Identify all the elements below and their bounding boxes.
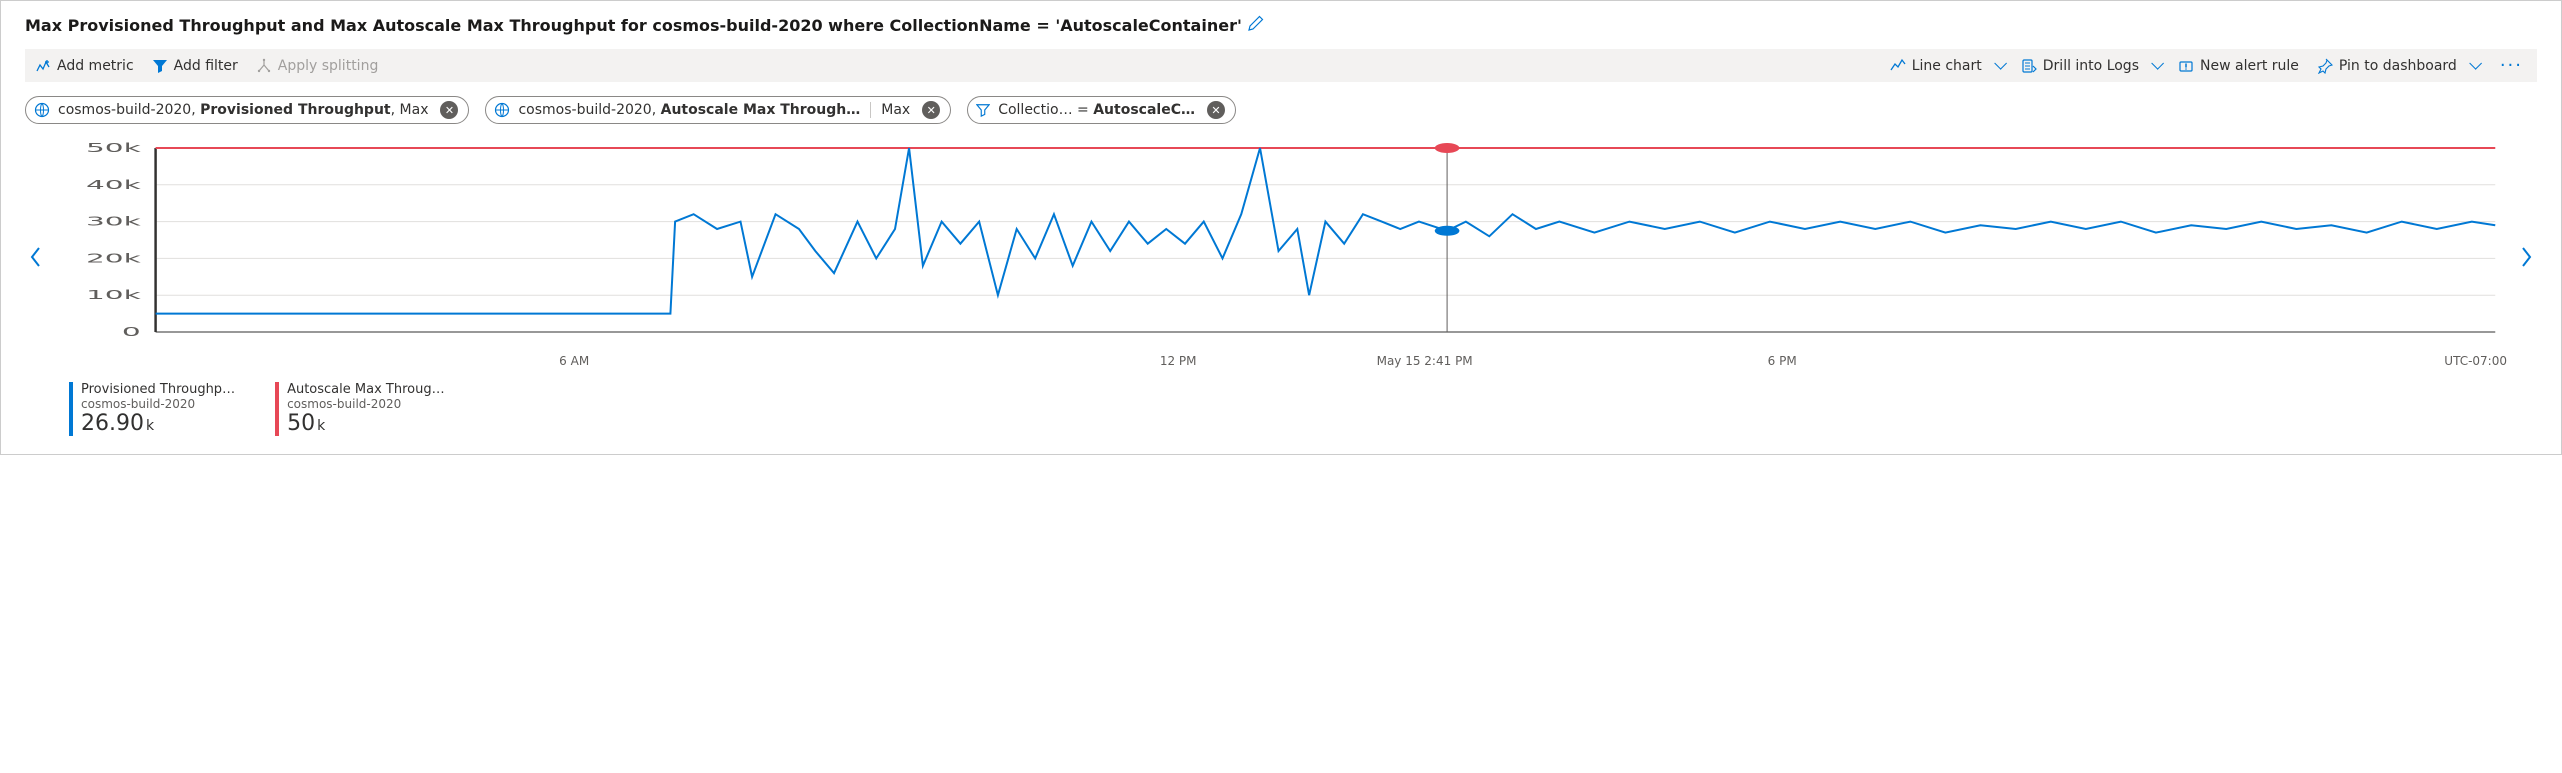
edit-title-icon[interactable] — [1248, 15, 1264, 35]
legend-row: Provisioned Throughp… cosmos-build-2020 … — [25, 382, 2537, 436]
split-icon — [256, 58, 272, 74]
metric-pill-1[interactable]: cosmos-build-2020, Provisioned Throughpu… — [25, 96, 469, 124]
filter-op: = — [1077, 102, 1089, 118]
pill2-resource: cosmos-build-2020 — [518, 102, 651, 118]
legend2-sub: cosmos-build-2020 — [287, 397, 445, 411]
pin-dashboard-button[interactable]: Pin to dashboard — [2317, 58, 2478, 74]
legend1-unit: k — [146, 418, 154, 434]
pill2-remove-icon[interactable]: ✕ — [922, 101, 940, 119]
legend1-sub: cosmos-build-2020 — [81, 397, 235, 411]
legend-swatch-1 — [69, 382, 73, 436]
toolbar-right: Line chart Drill into Logs New alert rul… — [1890, 55, 2527, 76]
svg-text:0: 0 — [122, 325, 141, 339]
resource-icon — [34, 102, 50, 118]
pill1-remove-icon[interactable]: ✕ — [440, 101, 458, 119]
add-metric-icon — [35, 58, 51, 74]
apply-splitting-label: Apply splitting — [278, 58, 379, 74]
filter-pill-icon — [976, 103, 990, 117]
new-alert-label: New alert rule — [2200, 58, 2299, 74]
svg-text:50k: 50k — [86, 142, 142, 155]
chart-area[interactable]: 0 10k 20k 30k 40k 50k 6 AM12 PM6 PMMay 15 2:4… — [47, 142, 2515, 372]
legend2-name: Autoscale Max Throug… — [287, 382, 445, 397]
pill-row: cosmos-build-2020, Provisioned Throughpu… — [25, 96, 2537, 124]
svg-text:30k: 30k — [86, 215, 142, 229]
resource-icon — [494, 102, 510, 118]
filter-pill[interactable]: Collectio… = AutoscaleC… ✕ — [967, 96, 1236, 124]
svg-text:20k: 20k — [86, 252, 142, 266]
pin-icon — [2317, 58, 2333, 74]
legend-item-1[interactable]: Provisioned Throughp… cosmos-build-2020 … — [69, 382, 235, 436]
apply-splitting-button: Apply splitting — [256, 58, 379, 74]
filter-remove-icon[interactable]: ✕ — [1207, 101, 1225, 119]
filter-val: AutoscaleC… — [1093, 102, 1195, 118]
chart-type-button[interactable]: Line chart — [1890, 58, 2003, 74]
legend1-name: Provisioned Throughp… — [81, 382, 235, 397]
pill2-agg: Max — [870, 102, 910, 118]
filter-dim: Collectio… — [998, 102, 1072, 118]
legend2-unit: k — [317, 418, 325, 434]
pill1-resource: cosmos-build-2020 — [58, 102, 191, 118]
drill-logs-label: Drill into Logs — [2043, 58, 2139, 74]
svg-text:40k: 40k — [86, 178, 142, 192]
chart-region: 0 10k 20k 30k 40k 50k 6 AM12 PM6 PMMay 15 2:4… — [25, 142, 2537, 372]
page-title: Max Provisioned Throughput and Max Autos… — [25, 16, 1242, 35]
prev-time-button[interactable] — [25, 142, 47, 372]
drill-logs-button[interactable]: Drill into Logs — [2021, 58, 2160, 74]
new-alert-button[interactable]: New alert rule — [2178, 58, 2299, 74]
pill1-agg: Max — [400, 102, 429, 118]
pin-dashboard-label: Pin to dashboard — [2339, 58, 2457, 74]
alert-icon — [2178, 58, 2194, 74]
toolbar: Add metric Add filter Apply splitting Li… — [25, 49, 2537, 82]
title-row: Max Provisioned Throughput and Max Autos… — [25, 15, 2537, 35]
line-chart-icon — [1890, 58, 1906, 74]
chart-type-label: Line chart — [1912, 58, 1982, 74]
legend1-value: 26.90 — [81, 411, 144, 436]
filter-icon — [152, 58, 168, 74]
svg-text:10k: 10k — [86, 289, 142, 303]
next-time-button[interactable] — [2515, 142, 2537, 372]
legend-swatch-2 — [275, 382, 279, 436]
metrics-panel: Max Provisioned Throughput and Max Autos… — [0, 0, 2562, 455]
add-filter-label: Add filter — [174, 58, 238, 74]
legend-item-2[interactable]: Autoscale Max Throug… cosmos-build-2020 … — [275, 382, 445, 436]
line-chart[interactable]: 0 10k 20k 30k 40k 50k — [47, 142, 2515, 352]
logs-icon — [2021, 58, 2037, 74]
pill2-metric: Autoscale Max Through… — [661, 102, 861, 118]
x-axis-labels: 6 AM12 PM6 PMMay 15 2:41 PMUTC-07:00 — [91, 352, 2507, 372]
pill1-metric: Provisioned Throughput — [200, 102, 391, 118]
metric-pill-2[interactable]: cosmos-build-2020, Autoscale Max Through… — [485, 96, 951, 124]
add-metric-button[interactable]: Add metric — [35, 58, 134, 74]
add-metric-label: Add metric — [57, 58, 134, 74]
legend2-value: 50 — [287, 411, 315, 436]
more-menu-icon[interactable]: ··· — [2496, 55, 2527, 76]
toolbar-left: Add metric Add filter Apply splitting — [35, 58, 378, 74]
add-filter-button[interactable]: Add filter — [152, 58, 238, 74]
